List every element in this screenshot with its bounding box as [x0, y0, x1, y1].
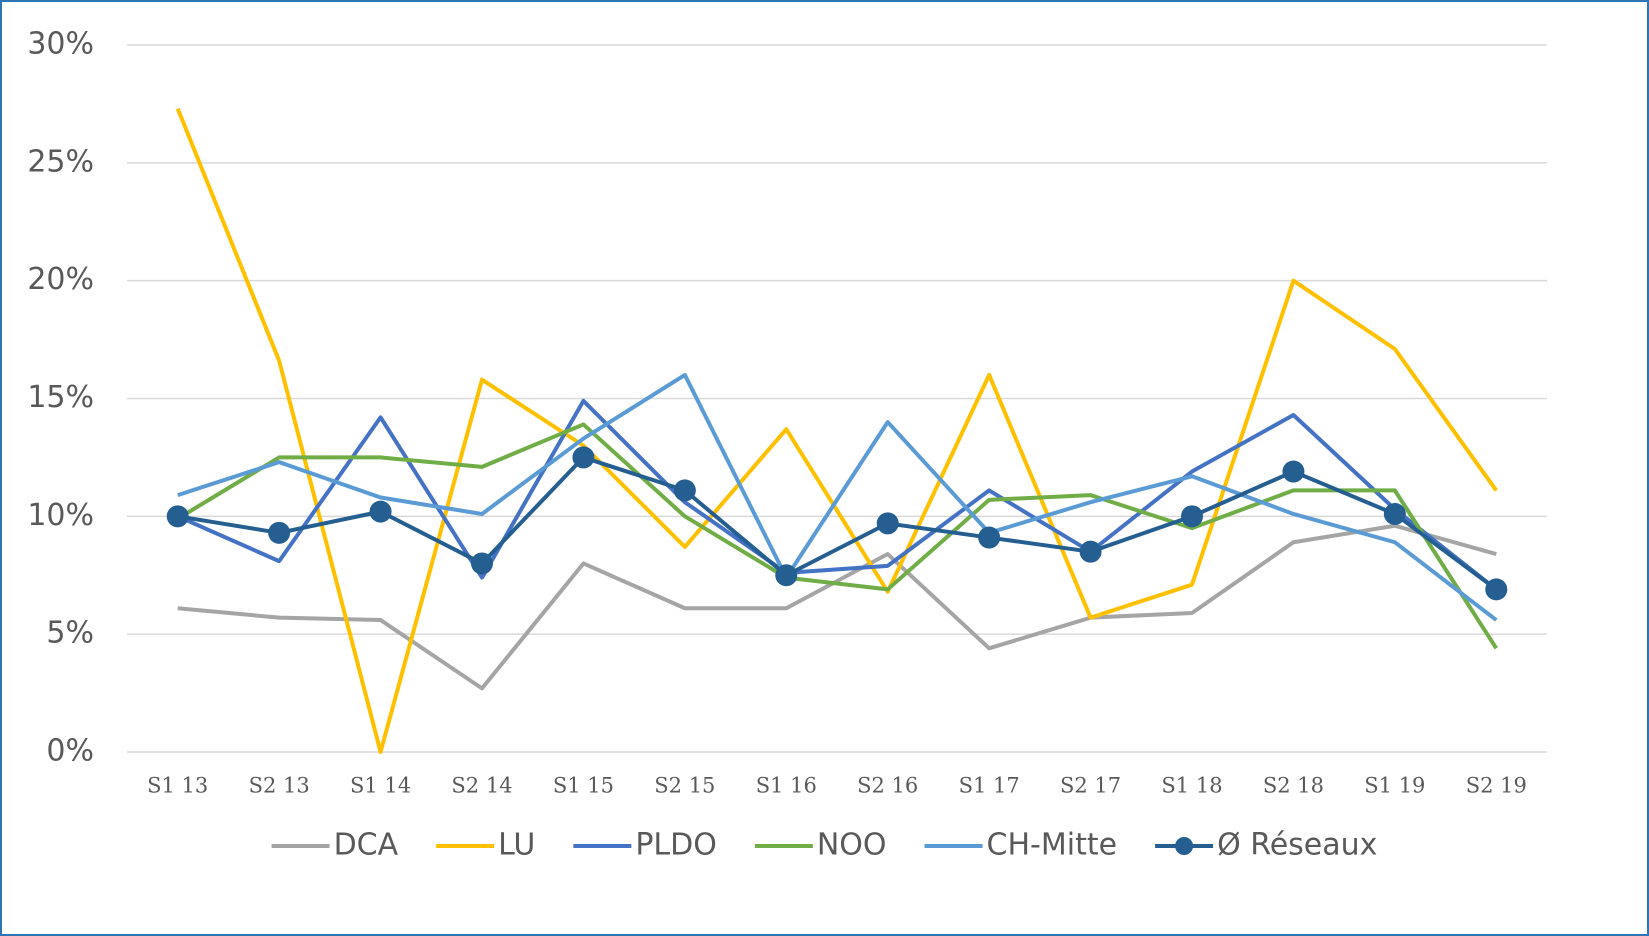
y-tick-label: 5% — [46, 616, 94, 651]
series-marker — [978, 526, 1001, 549]
x-tick-label: S1 18 — [1161, 774, 1222, 798]
series-marker — [673, 479, 696, 502]
series-line — [177, 372, 1498, 622]
y-tick-label: 30% — [27, 27, 94, 62]
legend-label: PLDO — [635, 828, 717, 863]
x-tick-label: S1 17 — [959, 774, 1020, 798]
x-tick-label: S1 13 — [147, 774, 208, 798]
x-tick-label: S2 19 — [1466, 774, 1527, 798]
series-line — [177, 523, 1497, 691]
x-tick-label: S2 18 — [1263, 774, 1324, 798]
x-tick-label: S2 17 — [1060, 774, 1121, 798]
y-tick-label: 25% — [27, 144, 94, 179]
series-line — [177, 455, 1498, 591]
x-tick-label: S2 13 — [249, 774, 310, 798]
x-tick-label: S2 16 — [857, 774, 918, 798]
series-marker — [166, 505, 189, 528]
series-marker — [268, 521, 291, 544]
legend-marker — [1175, 837, 1194, 855]
series-marker — [1181, 505, 1203, 528]
x-tick-label: S1 16 — [756, 774, 817, 798]
x-tick-label: S1 19 — [1364, 774, 1425, 798]
legend-label: NOO — [817, 828, 887, 863]
series-line — [176, 398, 1498, 591]
series-line — [175, 107, 1498, 754]
legend-label: DCA — [334, 828, 399, 863]
legend-label: LU — [498, 828, 535, 863]
series-marker — [1485, 578, 1508, 601]
series-marker — [1383, 502, 1406, 525]
x-tick-label: S2 14 — [451, 774, 512, 798]
y-tick-label: 10% — [27, 498, 94, 533]
series-marker — [1079, 540, 1102, 563]
x-tick-label: S1 14 — [350, 774, 411, 798]
x-tick-label: S2 15 — [654, 774, 715, 798]
series-line — [176, 422, 1498, 650]
series-marker — [1282, 460, 1305, 483]
y-tick-label: 15% — [27, 380, 94, 415]
x-tick-label: S1 15 — [553, 774, 614, 798]
series-marker — [572, 446, 595, 469]
series-marker — [775, 564, 798, 587]
series-marker — [471, 552, 493, 575]
legend-label: Ø Réseaux — [1217, 828, 1377, 863]
y-tick-label: 0% — [46, 734, 94, 769]
series-marker — [369, 500, 392, 523]
legend-label: CH-Mitte — [987, 828, 1118, 863]
series-marker — [876, 512, 899, 535]
y-tick-label: 20% — [27, 262, 94, 297]
